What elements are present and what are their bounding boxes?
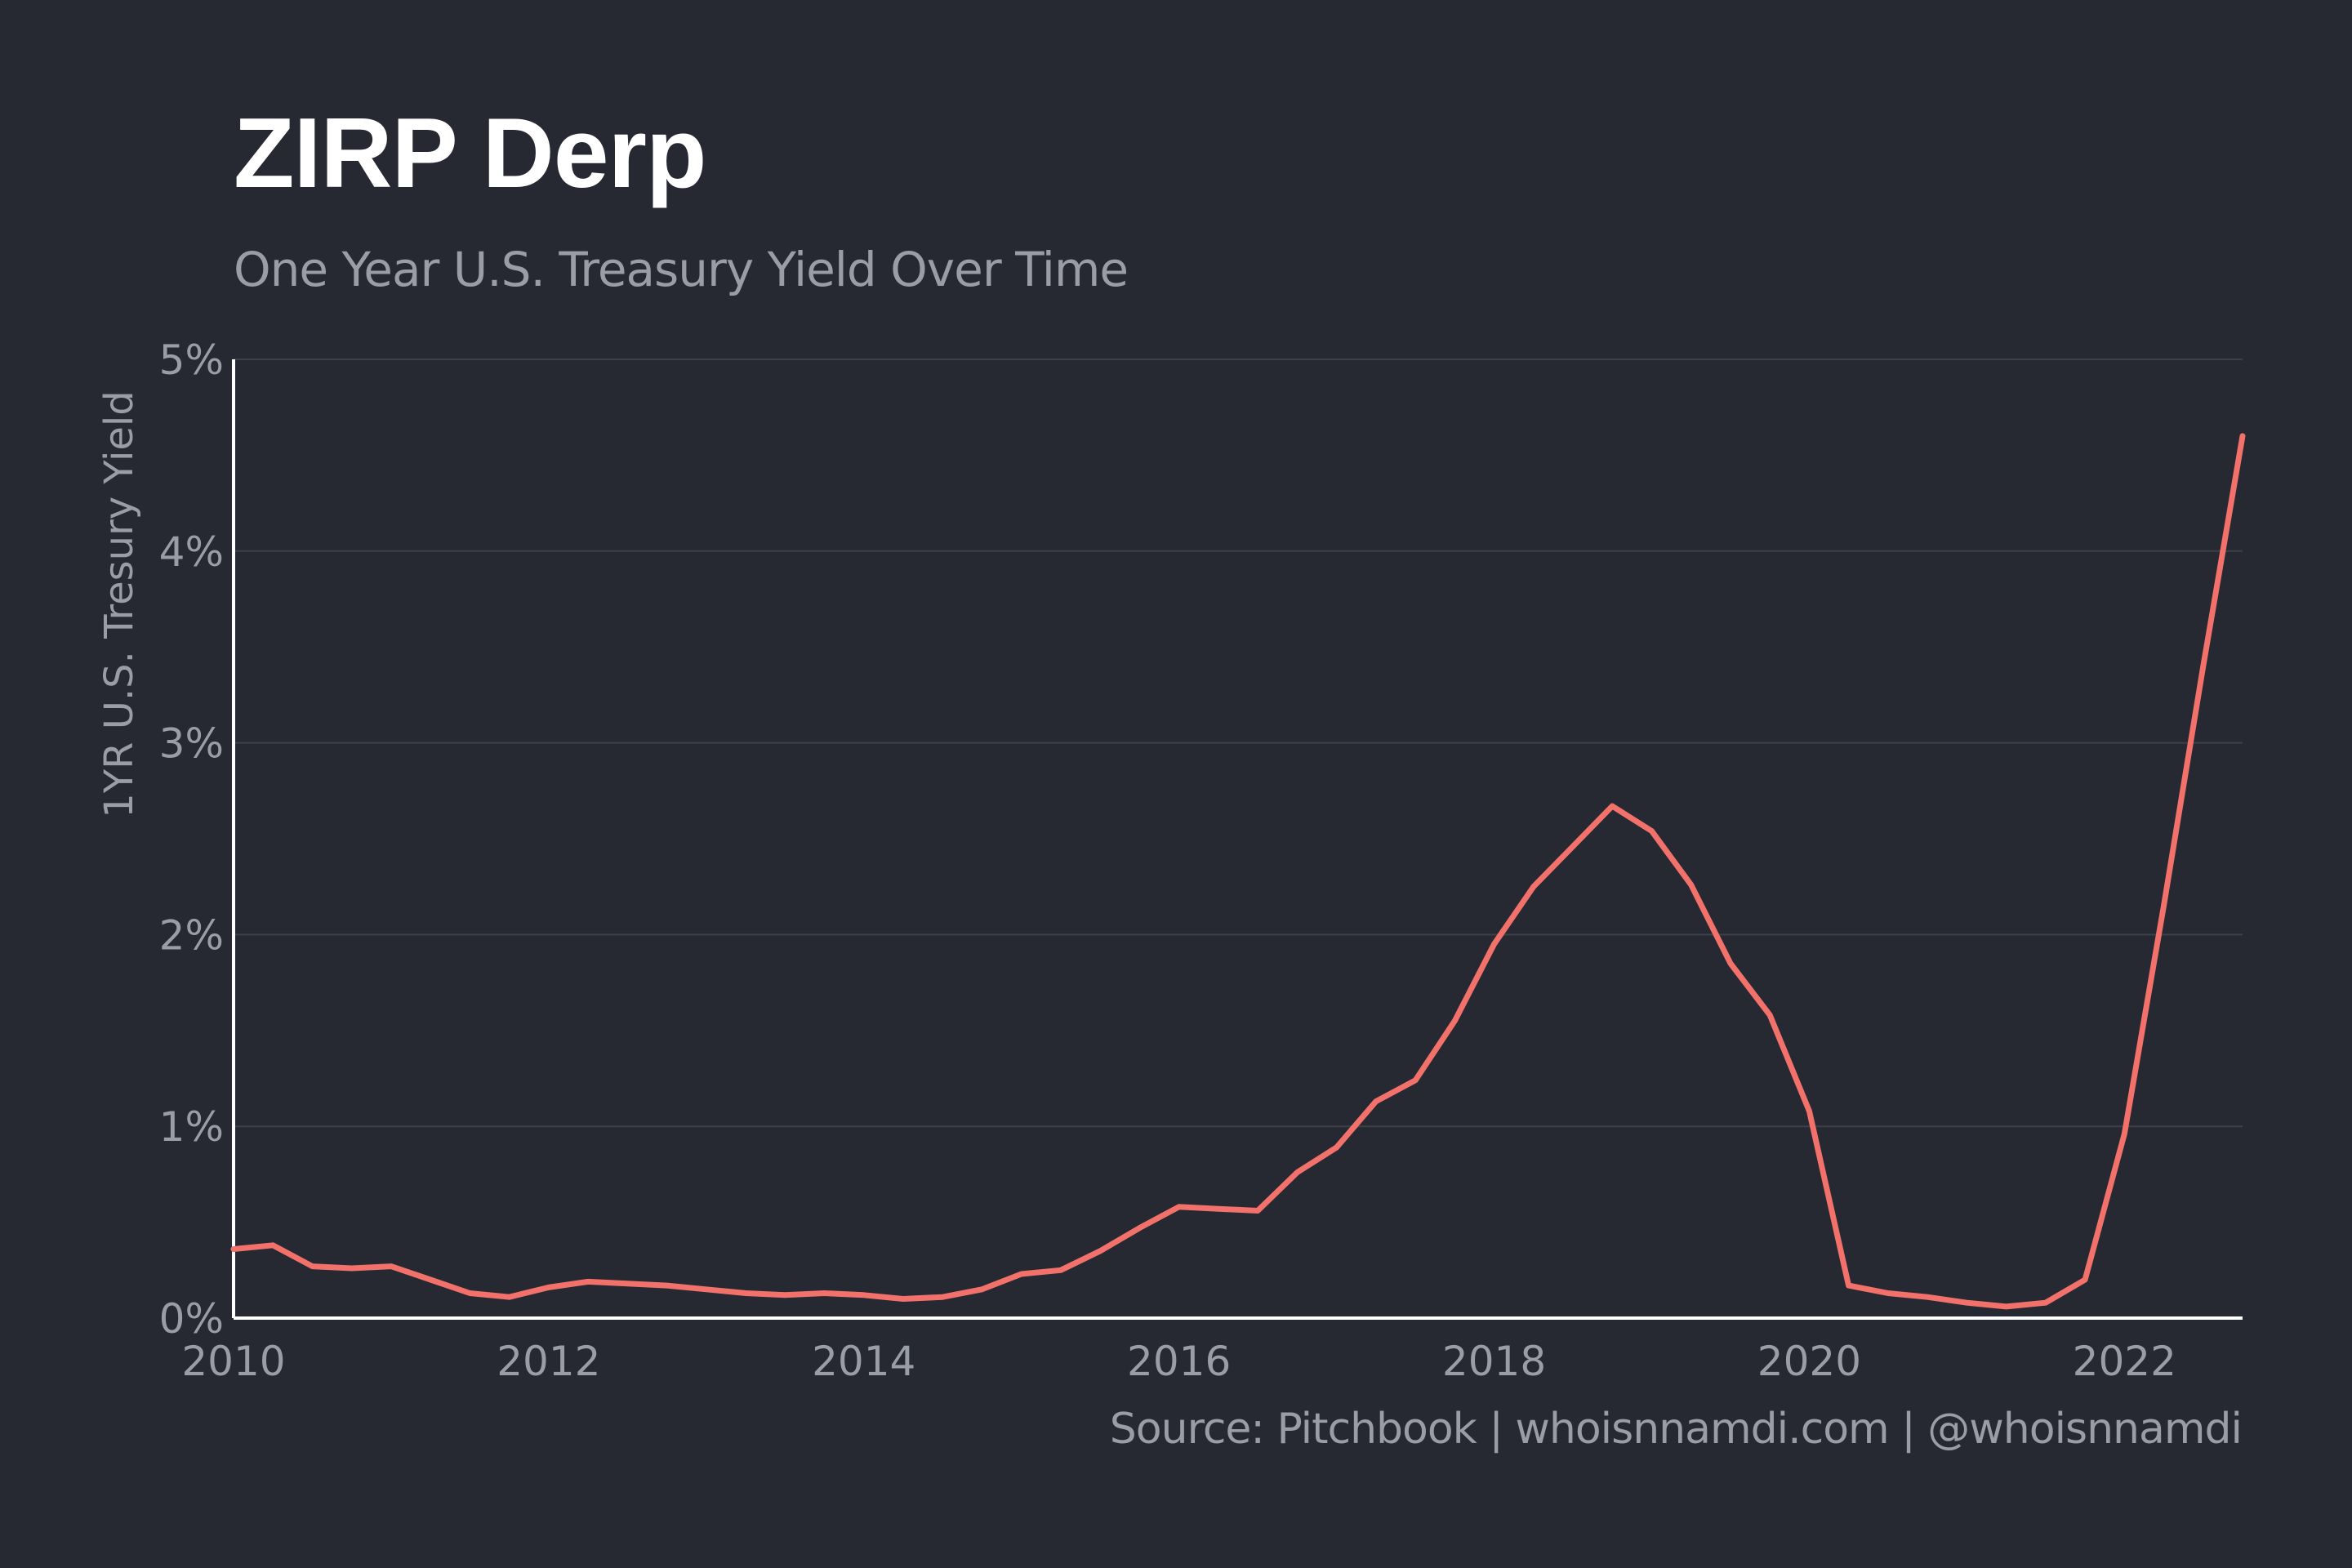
x-tick-label: 2014 [812,1338,915,1385]
y-tick-label: 2% [159,911,224,959]
x-tick-label: 2010 [181,1338,285,1385]
y-tick-label: 5% [159,336,224,384]
chart-title: ZIRP Derp [234,97,707,208]
y-axis: 0% 1% 2% 3% 4% 5% [159,336,235,1343]
x-tick-label: 2022 [2073,1338,2176,1385]
y-tick-label: 4% [159,528,224,576]
x-tick-label: 2016 [1127,1338,1231,1385]
gridlines [234,359,2243,1128]
y-axis-title: 1YR U.S. Tresury Yield [96,390,142,817]
series-layer [230,433,2246,1310]
x-axis: 2010 2012 2014 2016 2018 2020 2022 [181,1316,2243,1385]
series-line [230,433,2246,1310]
y-tick-label: 3% [159,720,224,768]
y-tick-label: 1% [159,1103,224,1151]
y-tick-label: 0% [159,1295,224,1343]
x-tick-label: 2018 [1442,1338,1546,1385]
x-tick-label: 2020 [1757,1338,1861,1385]
source-note: Source: Pitchbook | whoisnnamdi.com | @w… [1109,1405,2243,1454]
chart-subtitle: One Year U.S. Treasury Yield Over Time [234,242,1129,297]
x-tick-label: 2012 [497,1338,600,1385]
